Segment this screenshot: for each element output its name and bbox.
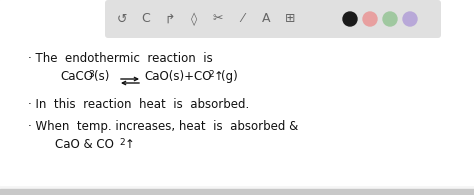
Text: ↱: ↱ bbox=[165, 12, 175, 26]
Text: CaO & CO: CaO & CO bbox=[55, 138, 114, 151]
Text: 2: 2 bbox=[208, 70, 214, 79]
Text: CaCO: CaCO bbox=[60, 70, 93, 83]
Text: ⊞: ⊞ bbox=[285, 12, 295, 26]
Text: ✂: ✂ bbox=[213, 12, 223, 26]
Text: (s): (s) bbox=[94, 70, 109, 83]
Text: (g): (g) bbox=[221, 70, 238, 83]
Text: ◊: ◊ bbox=[191, 12, 197, 26]
Text: · When  temp. increases, heat  is  absorbed &: · When temp. increases, heat is absorbed… bbox=[28, 120, 298, 133]
Circle shape bbox=[403, 12, 417, 26]
Text: CaO(s)+CO: CaO(s)+CO bbox=[144, 70, 211, 83]
Circle shape bbox=[343, 12, 357, 26]
Circle shape bbox=[383, 12, 397, 26]
Circle shape bbox=[363, 12, 377, 26]
Text: C: C bbox=[142, 12, 150, 26]
Text: · The  endothermic  reaction  is: · The endothermic reaction is bbox=[28, 52, 213, 65]
Text: A: A bbox=[262, 12, 270, 26]
Text: ↑: ↑ bbox=[214, 70, 224, 83]
Bar bbox=[0, 189, 474, 195]
FancyBboxPatch shape bbox=[105, 0, 441, 38]
Text: 3: 3 bbox=[88, 70, 94, 79]
Text: ↺: ↺ bbox=[117, 12, 127, 26]
Text: 2: 2 bbox=[119, 138, 125, 147]
Text: ↑: ↑ bbox=[125, 138, 135, 151]
Text: · In  this  reaction  heat  is  absorbed.: · In this reaction heat is absorbed. bbox=[28, 98, 249, 111]
Text: ⁄: ⁄ bbox=[241, 12, 243, 26]
